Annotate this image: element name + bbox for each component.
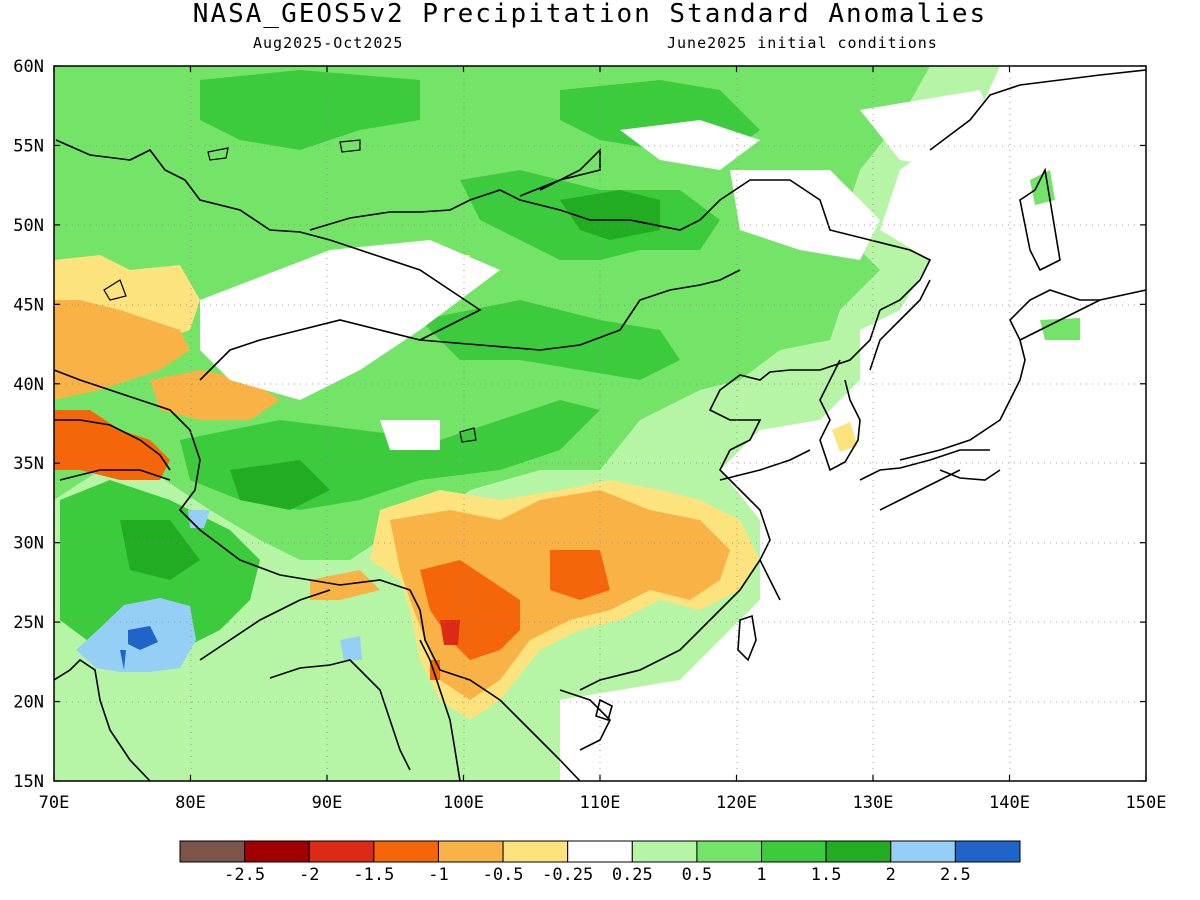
lat-tick-label: 30N (13, 534, 44, 554)
colorbar-label: -0.25 (542, 865, 593, 885)
lon-tick-label: 90E (312, 793, 343, 813)
colorbar-swatch (825, 840, 892, 863)
colorbar-swatch (437, 840, 504, 863)
colorbar-swatch (373, 840, 439, 863)
lon-tick-label: 130E (853, 793, 894, 813)
anomaly-field (54, 66, 1146, 781)
lat-tick-label: 55N (13, 136, 44, 156)
colorbar-swatch (179, 840, 246, 863)
colorbar-swatch (308, 840, 375, 863)
lon-tick-label: 100E (443, 793, 484, 813)
lat-tick-label: 15N (13, 772, 44, 792)
coastlines-and-borders (54, 69, 1146, 781)
colorbar-label: -2.5 (224, 865, 265, 885)
colorbar-swatch (502, 840, 569, 863)
lat-tick-label: 35N (13, 454, 44, 474)
colorbar: -2.5 -2 -1.5 -1 -0.5 -0.25 0.25 0.5 1 1.5 2 2.5 (179, 840, 1021, 885)
gridlines (54, 66, 1146, 781)
lakes (103, 139, 477, 443)
lon-tick-label: 150E (1126, 793, 1167, 813)
colorbar-label: -2 (299, 865, 319, 885)
colorbar-label: 2 (886, 865, 896, 885)
colorbar-label: -0.5 (483, 865, 524, 885)
colorbar-label: 0.25 (612, 865, 653, 885)
lat-tick-label: 45N (13, 295, 44, 315)
longitude-axis: 70E 80E 90E 100E 110E 120E 130E 140E 150E (39, 66, 1167, 813)
colorbar-label: 1 (756, 865, 766, 885)
forecast-period: Aug2025-Oct2025 (253, 34, 404, 52)
colorbar-label: -1 (428, 865, 448, 885)
lat-tick-label: 60N (13, 57, 44, 77)
map-title: NASA_GEOS5v2 Precipitation Standard Anom… (192, 0, 988, 29)
initial-conditions: June2025 initial conditions (667, 34, 938, 52)
colorbar-swatch (954, 840, 1021, 863)
colorbar-swatch (696, 840, 763, 863)
lon-tick-label: 140E (989, 793, 1030, 813)
lat-tick-label: 50N (13, 216, 44, 236)
colorbar-swatch (761, 840, 827, 863)
lon-tick-label: 80E (175, 793, 206, 813)
colorbar-swatch (244, 840, 310, 863)
colorbar-label: 0.5 (682, 865, 713, 885)
lon-tick-label: 70E (39, 793, 70, 813)
lat-tick-label: 20N (13, 693, 44, 713)
latitude-axis: 60N 55N 50N 45N 40N 35N 30N 25N 20N 15N (13, 57, 1146, 792)
colorbar-swatch (567, 840, 633, 863)
colorbar-label: -1.5 (353, 865, 394, 885)
lon-tick-label: 120E (716, 793, 757, 813)
colorbar-swatch (890, 840, 956, 863)
colorbar-swatch (631, 840, 698, 863)
lat-tick-label: 40N (13, 375, 44, 395)
lon-tick-label: 110E (580, 793, 621, 813)
lat-tick-label: 25N (13, 613, 44, 633)
colorbar-label: 2.5 (940, 865, 971, 885)
colorbar-label: 1.5 (811, 865, 842, 885)
